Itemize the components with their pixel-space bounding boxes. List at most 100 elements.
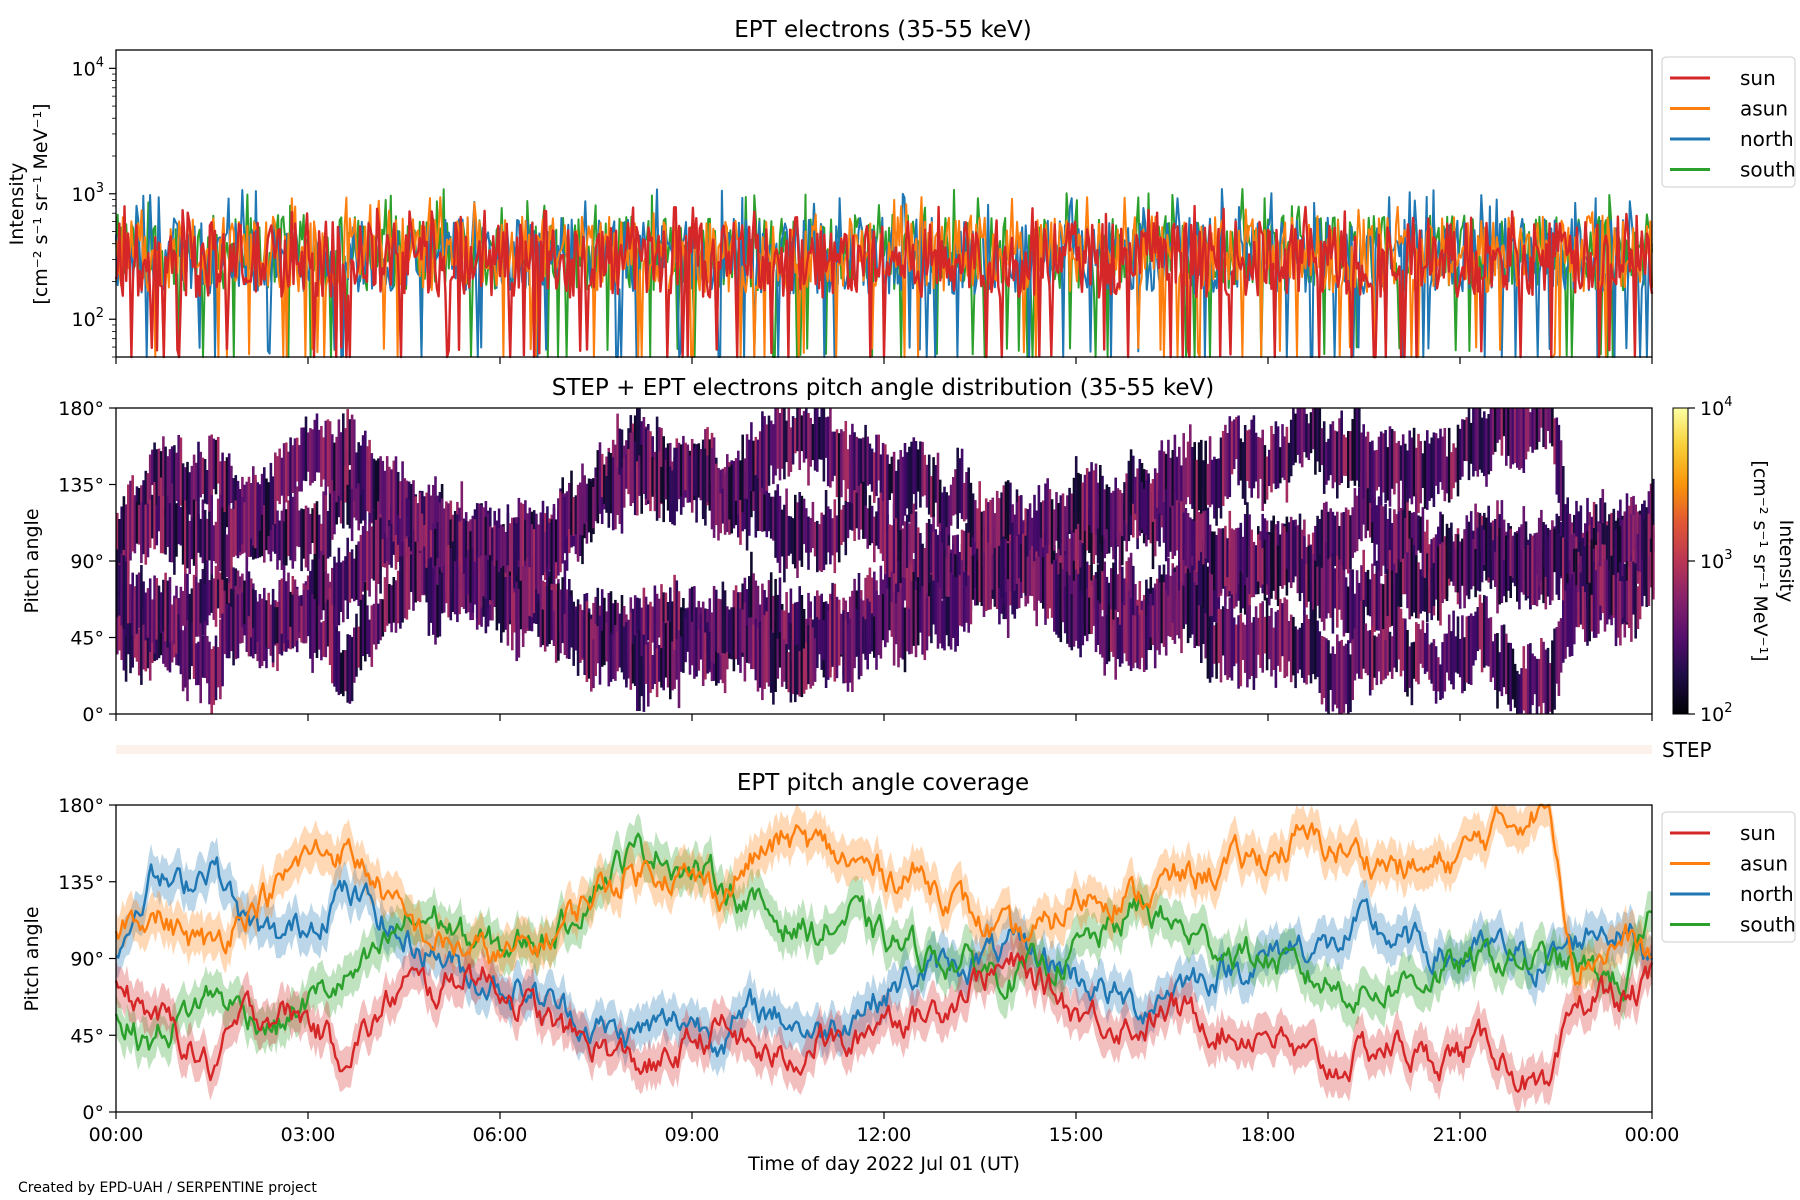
heatmap-cell	[1228, 597, 1232, 678]
heatmap-cell	[1044, 542, 1047, 591]
heatmap-cell	[1204, 544, 1207, 621]
heatmap-cell	[144, 592, 148, 641]
heatmap-cell	[1445, 523, 1449, 598]
heatmap-cell	[1072, 477, 1076, 533]
heatmap-cell	[1616, 572, 1620, 638]
heatmap-cell	[1050, 564, 1054, 618]
heatmap-cell	[508, 575, 512, 621]
heatmap-cell	[511, 517, 514, 589]
heatmap-cell	[1057, 549, 1060, 590]
heatmap-cell	[976, 508, 979, 549]
heatmap-cell	[1217, 528, 1221, 598]
heatmap-cell	[458, 521, 461, 567]
heatmap-cell	[614, 467, 617, 530]
heatmap-cell	[249, 483, 253, 539]
panel1-y-tick-label: 103	[72, 181, 104, 206]
heatmap-cell	[1336, 511, 1339, 587]
heatmap-cell	[686, 444, 690, 503]
heatmap-cell	[1364, 572, 1368, 607]
heatmap-cell	[1476, 607, 1480, 652]
heatmap-cell	[787, 612, 791, 650]
heatmap-cell	[554, 591, 558, 663]
heatmap-cell	[1522, 408, 1526, 473]
heatmap-cell	[1066, 531, 1069, 597]
heatmap-cell	[223, 618, 227, 655]
heatmap-cell	[190, 588, 194, 643]
heatmap-cell	[350, 636, 354, 702]
heatmap-cell	[282, 564, 286, 644]
heatmap-cell	[199, 451, 202, 498]
heatmap-cell	[684, 617, 687, 663]
heatmap-cell	[750, 471, 753, 518]
heatmap-cell	[1294, 413, 1297, 463]
heatmap-cell	[175, 503, 178, 557]
heatmap-cell	[859, 438, 863, 484]
heatmap-cell	[1015, 502, 1019, 552]
heatmap-cell	[892, 592, 896, 666]
heatmap-cell	[1353, 408, 1357, 486]
heatmap-cell	[633, 635, 637, 686]
heatmap-cell	[458, 562, 461, 615]
heatmap-cell	[1314, 602, 1317, 680]
heatmap-cell	[1577, 592, 1580, 628]
heatmap-cell	[1461, 538, 1464, 586]
heatmap-cell	[370, 453, 374, 522]
heatmap-cell	[486, 560, 490, 609]
heatmap-cell	[1224, 607, 1227, 676]
heatmap-cell	[1031, 517, 1034, 558]
heatmap-cell	[322, 491, 325, 563]
heatmap-cell	[1320, 509, 1324, 576]
heatmap-cell	[1189, 517, 1192, 576]
heatmap-cell	[1522, 646, 1526, 711]
heatmap-cell	[914, 553, 918, 623]
heatmap-cell	[943, 540, 946, 607]
heatmap-cell	[1296, 629, 1300, 674]
heatmap-cell	[1586, 584, 1589, 646]
heatmap-cell	[772, 595, 775, 647]
heatmap-cell	[1186, 513, 1190, 567]
heatmap-cell	[247, 476, 251, 557]
heatmap-cell	[1004, 538, 1008, 592]
heatmap-cell	[1377, 496, 1381, 578]
heatmap-cell	[353, 558, 356, 602]
heatmap-cell	[884, 444, 887, 526]
heatmap-cell	[1555, 417, 1559, 495]
heatmap-cell	[1548, 663, 1552, 712]
heatmap-cell	[1419, 629, 1422, 664]
heatmap-cell	[870, 613, 874, 652]
heatmap-cell	[1366, 569, 1370, 616]
heatmap-cell	[197, 514, 200, 553]
heatmap-cell	[1355, 408, 1359, 481]
heatmap-cell	[289, 486, 292, 561]
heatmap-cell	[267, 482, 270, 536]
heatmap-cell	[541, 609, 545, 646]
heatmap-cell	[1013, 545, 1017, 591]
heatmap-cell	[315, 556, 319, 635]
heatmap-cell	[653, 459, 657, 512]
heatmap-cell	[405, 497, 409, 536]
heatmap-cell	[1465, 616, 1469, 683]
heatmap-cell	[952, 477, 955, 516]
heatmap-cell	[903, 607, 907, 673]
heatmap-cell	[695, 608, 698, 677]
heatmap-cell	[1153, 589, 1157, 669]
heatmap-cell	[1121, 566, 1124, 623]
heatmap-cell	[274, 498, 277, 554]
heatmap-cell	[644, 596, 648, 659]
heatmap-cell	[453, 561, 457, 615]
heatmap-cell	[1259, 603, 1262, 668]
heatmap-cell	[164, 446, 167, 518]
heatmap-cell	[188, 520, 191, 575]
heatmap-cell	[664, 592, 668, 649]
heatmap-cell	[820, 512, 823, 572]
heatmap-cell	[660, 466, 663, 503]
heatmap-cell	[144, 504, 148, 565]
heatmap-cell	[807, 625, 810, 685]
heatmap-cell	[396, 472, 400, 515]
heatmap-cell	[761, 583, 764, 644]
panel2-y-ticks: 0°45°90°135°180°	[58, 398, 116, 726]
heatmap-cell	[543, 531, 547, 573]
heatmap-cell	[614, 444, 617, 481]
heatmap-cell	[1287, 442, 1291, 483]
heatmap-cell	[769, 630, 773, 693]
